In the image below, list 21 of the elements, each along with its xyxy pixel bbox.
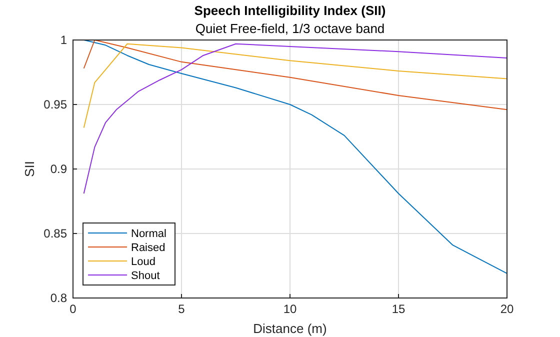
y-tick-label: 0.85: [44, 226, 68, 240]
line-series: [83, 40, 508, 110]
legend-label: Raised: [131, 242, 166, 254]
line-series: [83, 43, 508, 128]
chart-title: Speech Intelligibility Index (SII): [194, 3, 386, 18]
y-tick-label: 0.8: [50, 291, 68, 305]
x-axis-title: Distance (m): [253, 321, 327, 336]
x-tick-label: 5: [178, 302, 186, 316]
y-axis-title: SII: [22, 161, 37, 177]
x-tick-label: 10: [283, 302, 297, 316]
y-tick-label: 0.9: [50, 162, 68, 176]
chart-subtitle: Quiet Free-field, 1/3 octave band: [195, 21, 385, 36]
line-series: [83, 43, 508, 194]
y-tick-label: 1: [60, 33, 68, 47]
x-tick-label: 15: [392, 302, 406, 316]
x-tick-label: 0: [70, 302, 77, 316]
y-tick-label: 0.95: [44, 98, 68, 112]
legend-label: Normal: [131, 228, 166, 240]
x-tick-label: 20: [500, 302, 514, 316]
legend-label: Shout: [131, 270, 160, 282]
legend-label: Loud: [131, 256, 156, 268]
